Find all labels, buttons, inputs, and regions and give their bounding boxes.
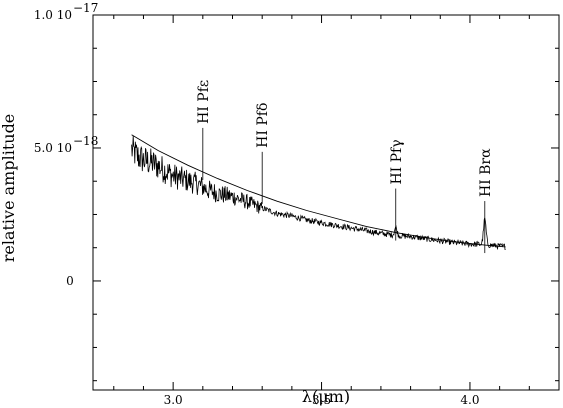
spectrum-noisy-line bbox=[131, 135, 506, 251]
line-label: HI Pfδ bbox=[255, 103, 271, 148]
x-tick-label: 4.0 bbox=[460, 393, 479, 407]
y-axis-title: relative amplitude bbox=[0, 114, 18, 263]
line-label: HI Pfε bbox=[196, 80, 212, 124]
x-tick-label: 3.0 bbox=[164, 393, 183, 407]
spectrum-smooth-fit-line bbox=[131, 134, 506, 248]
y-tick-exponent: −18 bbox=[73, 134, 98, 148]
plot-frame bbox=[92, 14, 560, 391]
series-group bbox=[131, 134, 506, 251]
line-label: HI Pfγ bbox=[389, 139, 405, 184]
x-axis-title: λ(μm) bbox=[302, 387, 350, 406]
y-tick-label: 5.0 10 bbox=[34, 141, 72, 155]
x-tick-label: 3.5 bbox=[312, 393, 331, 407]
y-tick-label: 1.0 10 bbox=[34, 8, 72, 22]
line-label: HI Brα bbox=[478, 148, 494, 197]
x-ticks: 3.0 3.5 4.0 bbox=[113, 15, 560, 407]
line-annotations: HI Pfε HI Pfδ HI Pfγ HI Brα bbox=[196, 80, 494, 254]
y-tick-label: 0 bbox=[66, 274, 74, 288]
y-tick-exponent: −17 bbox=[73, 1, 98, 15]
y-ticks: 0 5.0 10 −18 1.0 10 −17 bbox=[34, 1, 559, 382]
